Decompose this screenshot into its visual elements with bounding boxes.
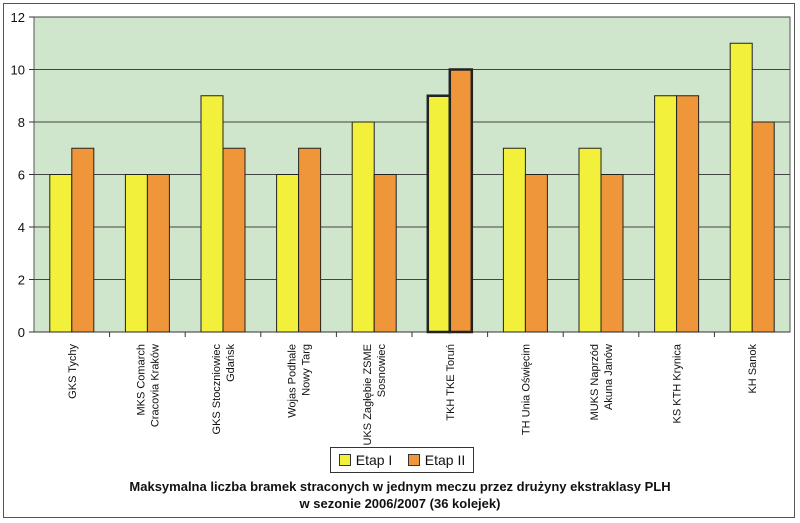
y-tick-label: 2 [18,273,25,288]
bar-etap-1 [49,174,73,333]
category-label: GKS Stoczniowiec Gdańsk [211,344,237,435]
bar-etap-1 [654,95,678,333]
bar-etap-1 [351,121,375,333]
y-tick-label: 10 [11,63,25,78]
bar-etap-1 [729,42,753,333]
category-label-line: KH Sanok [747,344,759,394]
category-label-line: KS KTH Krynica [672,343,684,423]
bar-etap-2 [71,147,95,333]
category-label: Wojas Podhale Nowy Targ [287,344,313,418]
bar-etap-2 [751,121,775,333]
category-label: KS KTH Krynica [672,343,684,423]
category-label: TH Unia Oświęcim [520,344,532,435]
bar-etap-2 [600,174,624,333]
y-tick-label: 8 [18,115,25,130]
chart-title-line-2: w sezonie 2006/2007 (36 kolejek) [299,496,501,511]
bar-etap-2 [676,95,700,333]
category-label-line: GKS Stoczniowiec [211,344,223,435]
category-label-line: TKH TKE Toruń [445,344,457,421]
y-tick-label: 12 [11,10,25,25]
bar-etap-1 [124,174,148,333]
category-label: TKH TKE Toruń [445,344,457,421]
bar-etap-2 [373,174,397,333]
category-label: MUKS Naprzód Akuna Janów [589,344,615,420]
category-label-line: Sosnowiec [376,344,388,398]
legend-item-etap-1: Etap I [338,452,393,468]
y-tick-label: 0 [18,325,25,340]
category-label-line: MKS Comarch [135,344,147,416]
legend-swatch-etap-1 [338,454,351,466]
bar-etap-1 [276,174,300,333]
bar-etap-1 [200,95,224,333]
bar-etap-2 [524,174,548,333]
category-label-line: Cracovia Kraków [149,344,161,427]
bar-etap-2 [222,147,246,333]
chart-title-line-1: Maksymalna liczba bramek straconych w je… [129,479,671,494]
bar-etap-1 [426,94,452,334]
bar-etap-1 [502,147,526,333]
category-label-line: Akuna Janów [603,344,615,410]
category-label-line: TH Unia Oświęcim [520,344,532,435]
category-label: MKS Comarch Cracovia Kraków [135,344,161,427]
bar-etap-2 [298,147,322,333]
y-tick-label: 4 [18,220,25,235]
category-label-line: Nowy Targ [301,344,313,396]
legend-label-etap-1: Etap I [355,452,393,468]
legend-swatch-etap-2 [407,454,420,466]
category-label: KH Sanok [747,344,759,394]
category-label-line: UKS Zagłębie ZSME [362,344,374,445]
category-label: GKS Tychy [67,344,79,399]
chart-legend: Etap I Etap II [330,447,474,473]
y-tick-label: 6 [18,168,25,183]
category-label-line: MUKS Naprzód [589,344,601,420]
category-label: UKS Zagłębie ZSME Sosnowiec [362,344,388,446]
category-label-line: Wojas Podhale [287,344,299,418]
category-label-line: Gdańsk [225,344,237,382]
legend-item-etap-2: Etap II [407,452,466,468]
category-label-line: GKS Tychy [67,344,79,399]
bar-etap-1 [578,147,602,333]
chart-caption: Maksymalna liczba bramek straconych w je… [0,478,800,512]
bar-etap-2 [146,174,170,333]
legend-label-etap-2: Etap II [424,452,466,468]
bar-etap-2 [448,68,474,334]
